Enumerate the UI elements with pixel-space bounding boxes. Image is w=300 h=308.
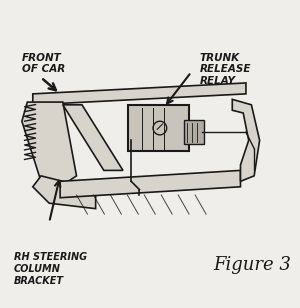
Polygon shape xyxy=(33,176,96,209)
Polygon shape xyxy=(33,83,246,105)
Polygon shape xyxy=(22,102,76,187)
Polygon shape xyxy=(232,99,260,181)
Polygon shape xyxy=(63,105,123,170)
Text: RH STEERING
COLUMN
BRACKET: RH STEERING COLUMN BRACKET xyxy=(14,252,87,286)
Text: FRONT
OF CAR: FRONT OF CAR xyxy=(22,53,65,75)
FancyBboxPatch shape xyxy=(128,105,189,151)
Polygon shape xyxy=(60,170,241,198)
Text: TRUNK
RELEASE
RELAY: TRUNK RELEASE RELAY xyxy=(200,53,251,86)
Text: Figure 3: Figure 3 xyxy=(213,256,291,274)
FancyBboxPatch shape xyxy=(184,120,204,144)
